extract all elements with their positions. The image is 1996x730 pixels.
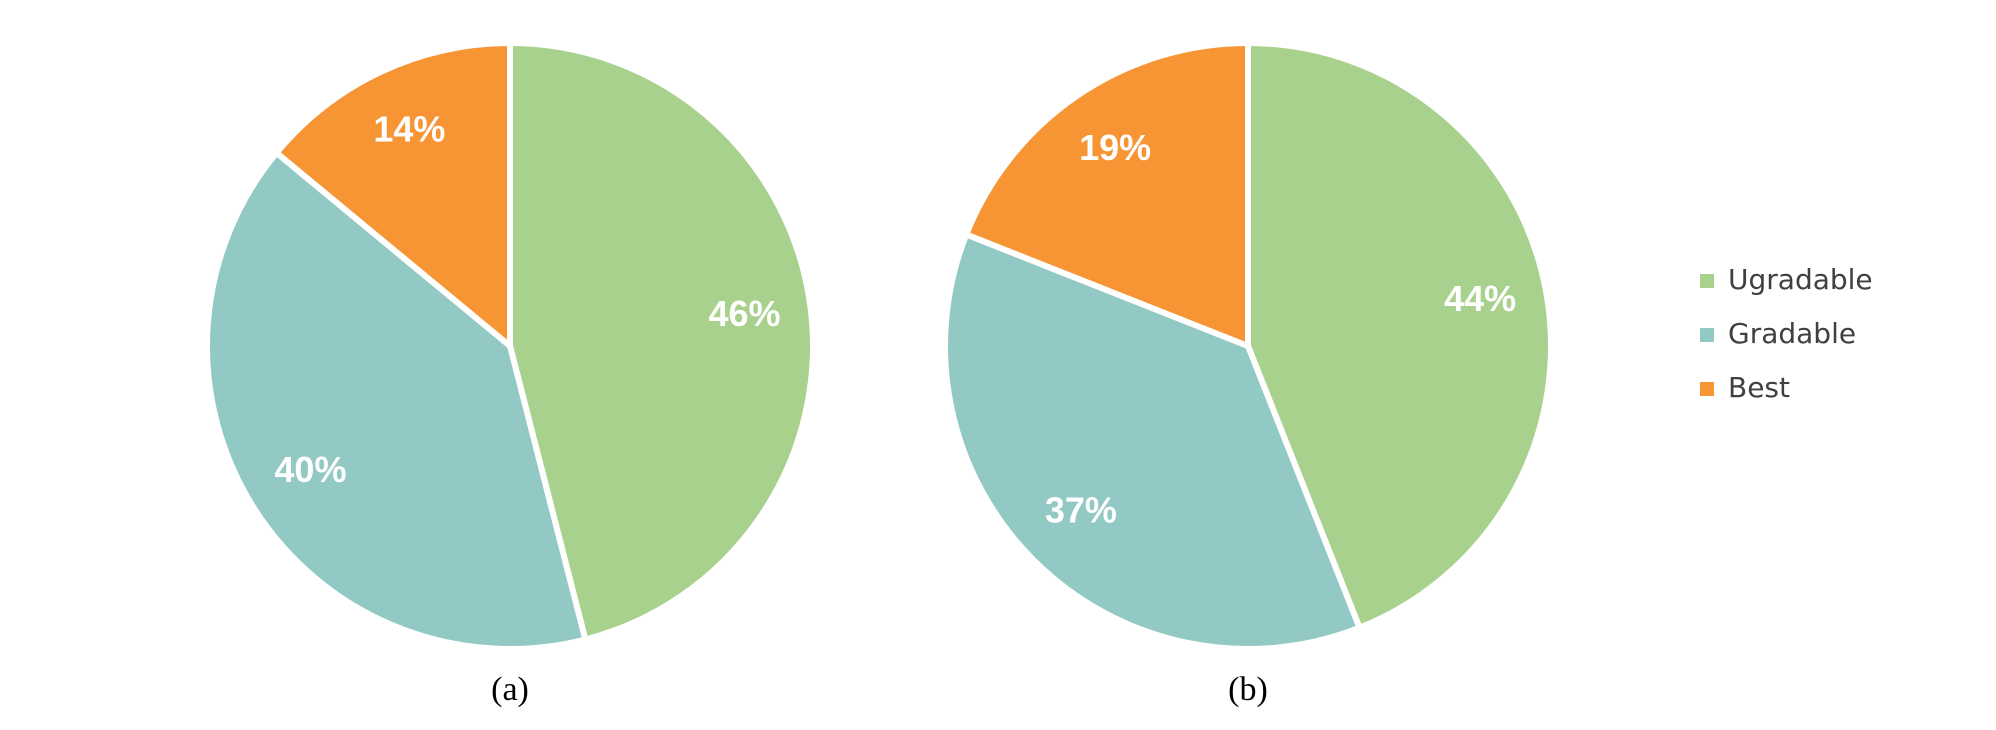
value-label: 14% [373, 109, 445, 150]
legend-swatch [1700, 382, 1714, 396]
pie-slice: Gradable [942, 231, 1363, 652]
pie-slice: Gradable [204, 149, 589, 652]
pie-slice: Best [963, 40, 1251, 349]
legend-label: Ugradable [1728, 263, 1873, 296]
caption: (a) [491, 671, 529, 708]
value-label: 37% [1045, 490, 1117, 531]
legend-label: Best [1728, 371, 1790, 404]
value-label: 40% [274, 449, 346, 490]
legend-swatch [1700, 274, 1714, 288]
value-label: 19% [1079, 127, 1151, 168]
legend-label: Gradable [1728, 317, 1856, 350]
pie-slice: Ugradable [507, 40, 816, 643]
caption: (b) [1228, 671, 1268, 708]
pie-slice: Best [273, 40, 513, 349]
value-label: 44% [1444, 278, 1516, 319]
pie-slice: Ugradable [1245, 40, 1554, 631]
value-label: 46% [708, 293, 780, 334]
legend-swatch [1700, 328, 1714, 342]
